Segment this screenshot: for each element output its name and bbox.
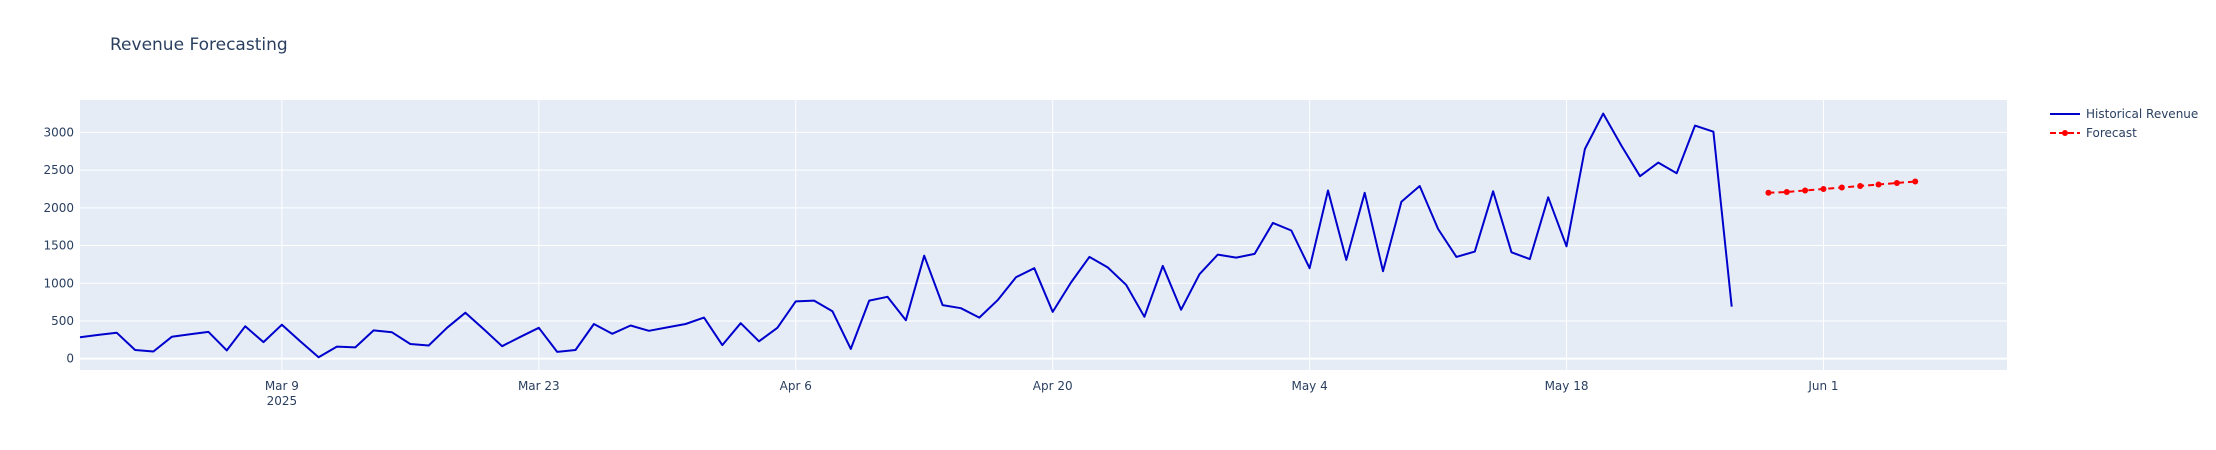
y-axis: 0 500 1000 1500 2000 2500 3000: [43, 125, 74, 365]
x-tick-label: May 18: [1545, 379, 1589, 393]
legend: Historical Revenue Forecast: [2050, 107, 2198, 140]
forecast-marker: [1857, 182, 1864, 189]
forecast-marker: [1820, 185, 1827, 192]
legend-label: Forecast: [2086, 126, 2137, 140]
chart-title: Revenue Forecasting: [110, 35, 288, 55]
y-tick-label: 0: [66, 352, 74, 366]
y-tick-label: 1000: [43, 276, 74, 290]
x-tick-label: Mar 9: [265, 379, 299, 393]
grid: [80, 100, 2007, 370]
forecast-marker: [1802, 187, 1809, 194]
y-tick-label: 2000: [43, 201, 74, 215]
series-layer: [79, 112, 1919, 359]
y-tick-label: 1500: [43, 239, 74, 253]
forecast-marker: [1912, 178, 1919, 185]
forecast-marker: [1893, 179, 1900, 186]
x-tick-label: May 4: [1291, 379, 1327, 393]
x-tick-label: Mar 23: [518, 379, 560, 393]
x-tick-label: Jun 1: [1807, 379, 1838, 393]
series-line-0: [79, 112, 1733, 359]
y-tick-label: 500: [51, 314, 74, 328]
y-tick-label: 2500: [43, 163, 74, 177]
plot-area: [80, 100, 2007, 370]
x-tick-label: Apr 6: [780, 379, 812, 393]
forecast-marker: [1765, 189, 1772, 196]
legend-marker: [2062, 130, 2068, 136]
forecast-marker: [1875, 181, 1882, 188]
x-tick-sublabel: 2025: [267, 394, 298, 408]
legend-label: Historical Revenue: [2086, 107, 2198, 121]
forecast-marker: [1783, 189, 1790, 196]
y-tick-label: 3000: [43, 125, 74, 139]
forecast-marker: [1838, 184, 1845, 191]
x-tick-label: Apr 20: [1033, 379, 1073, 393]
